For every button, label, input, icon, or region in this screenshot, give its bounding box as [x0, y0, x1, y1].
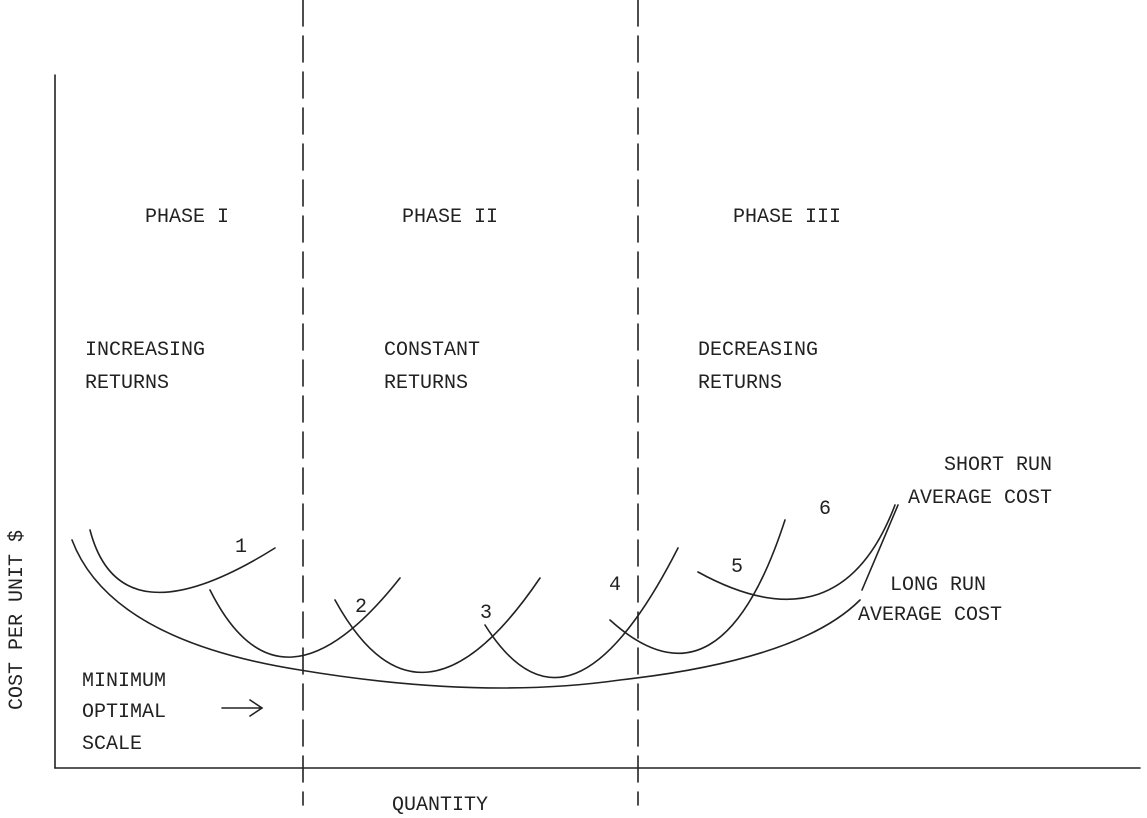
long-run-curve — [71, 539, 861, 689]
long-run-label: AVERAGE COST — [858, 604, 1002, 627]
arrow — [221, 699, 264, 717]
short-run-curve — [334, 577, 541, 674]
short-run-curves — [89, 504, 896, 679]
short-run-curve — [484, 547, 679, 679]
curve-label: 4 — [609, 574, 621, 597]
curve-label: 2 — [355, 596, 367, 619]
short-run-label: SHORT RUN — [944, 454, 1052, 477]
x-axis-label: QUANTITY — [392, 794, 488, 817]
long-run-label: LONG RUN — [890, 574, 986, 597]
phase-returns: RETURNS — [698, 372, 782, 395]
minimum-label: OPTIMAL — [82, 701, 166, 724]
y-axis-label: COST PER UNIT $ — [6, 530, 29, 710]
minimum-label: SCALE — [82, 733, 142, 756]
phase-title: PHASE I — [145, 206, 229, 229]
pointer-line — [861, 504, 899, 591]
curve-label: 3 — [480, 602, 492, 625]
phase-returns: DECREASING — [698, 339, 818, 362]
short-run-curve — [209, 577, 401, 658]
short-run-curve — [609, 519, 786, 655]
phase-returns: CONSTANT — [384, 339, 480, 362]
phase-title: PHASE II — [402, 206, 498, 229]
minimum-label: MINIMUM — [82, 670, 166, 693]
phase-returns: RETURNS — [85, 372, 169, 395]
phase-returns: RETURNS — [384, 372, 468, 395]
phase-title: PHASE III — [733, 206, 841, 229]
short-run-label: AVERAGE COST — [908, 487, 1052, 510]
phase-returns: INCREASING — [85, 339, 205, 362]
short-run-curve — [697, 504, 896, 601]
curve-label: 5 — [731, 556, 743, 579]
curve-label: 1 — [235, 536, 247, 559]
curve-label: 6 — [819, 498, 831, 521]
short-run-curve — [89, 529, 276, 594]
